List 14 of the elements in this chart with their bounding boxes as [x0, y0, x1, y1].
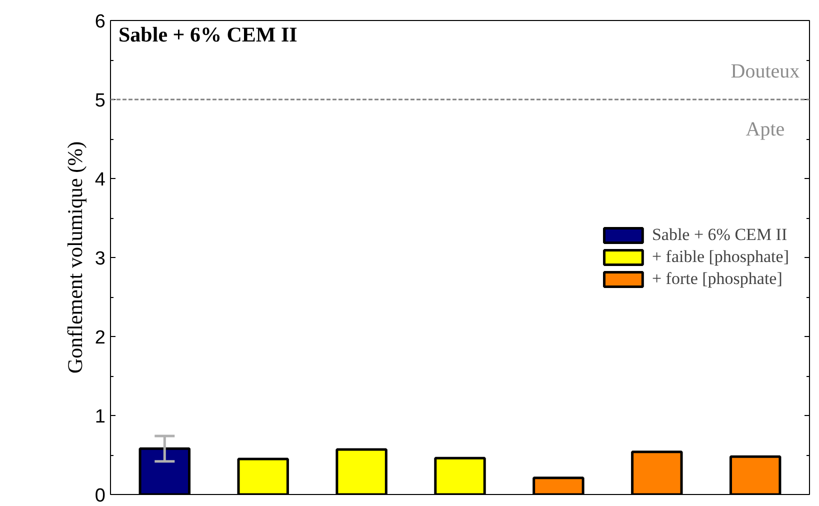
y-tick-label: 4 — [94, 170, 106, 190]
y-tick-label: 1 — [94, 406, 106, 428]
chart-title: Sable + 6% CEM II — [118, 22, 298, 46]
annotation: Douteux — [730, 60, 800, 82]
y-tick-label: 5 — [94, 90, 106, 112]
legend-label: Sable + 6% CEM II — [652, 225, 788, 245]
y-tick-label: 0 — [94, 486, 106, 506]
y-tick-label: 3 — [94, 248, 106, 270]
y-tick-label: 2 — [94, 328, 106, 348]
y-axis-title: Gonflement volumique (%) — [62, 141, 87, 374]
y-tick-label: 6 — [94, 12, 106, 32]
legend-label: + faible [phosphate] — [652, 247, 789, 267]
legend-label: + forte [phosphate] — [652, 269, 782, 289]
annotation: Apte — [746, 118, 785, 140]
